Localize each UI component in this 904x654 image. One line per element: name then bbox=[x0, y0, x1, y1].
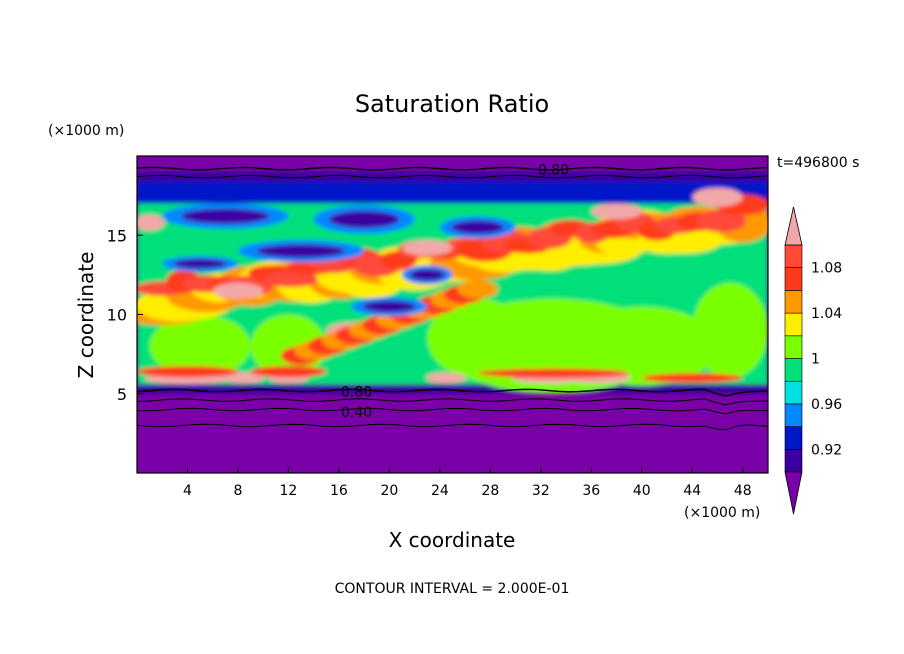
contour-label: 0.80 bbox=[538, 163, 569, 179]
patch-lightgreen bbox=[692, 282, 768, 378]
patch-dark-blue bbox=[362, 300, 416, 313]
x-tick-label: 36 bbox=[582, 483, 600, 499]
colorbar-extend-top bbox=[784, 206, 803, 246]
patch-dark-blue bbox=[181, 208, 270, 224]
x-tick-label: 32 bbox=[532, 483, 550, 499]
heatmap-field bbox=[137, 156, 768, 473]
colorbar-bin bbox=[784, 335, 803, 359]
contour-line bbox=[137, 174, 768, 179]
patch-lightgreen bbox=[149, 314, 251, 378]
colorbar-bin bbox=[784, 426, 803, 450]
contour-line bbox=[137, 407, 768, 415]
band-upper-blue bbox=[137, 178, 768, 204]
colorbar-bin bbox=[784, 403, 803, 427]
x-tick-label: 24 bbox=[431, 483, 449, 499]
contour-line bbox=[137, 166, 768, 171]
x-tick-label: 48 bbox=[734, 483, 752, 499]
y-tick-label: 15 bbox=[107, 226, 127, 245]
contour-interval-footer: CONTOUR INTERVAL = 2.000E-01 bbox=[335, 581, 570, 597]
contour-line bbox=[137, 388, 768, 397]
patch-dark-blue bbox=[173, 259, 227, 269]
x-axis-label: X coordinate bbox=[389, 528, 516, 552]
colorbar-tick-label: 1.08 bbox=[811, 261, 842, 277]
patch-red-base bbox=[137, 366, 238, 378]
colorbar-bin bbox=[784, 267, 803, 291]
colorbar-bin bbox=[784, 244, 803, 269]
x-tick-label: 20 bbox=[380, 483, 398, 499]
patch-lightgreen bbox=[566, 306, 718, 386]
y-axis-label: Z coordinate bbox=[74, 252, 98, 379]
time-label: t=496800 s bbox=[777, 155, 859, 171]
patch-pink bbox=[212, 282, 264, 299]
patch-pink bbox=[692, 187, 743, 207]
x-tick-label: 8 bbox=[233, 483, 242, 499]
colorbar-bin bbox=[784, 380, 803, 405]
patch-pink bbox=[137, 214, 165, 231]
colorbar-bin bbox=[784, 290, 803, 314]
colorbar: 0.92 0.96 1 1.04 1.08 bbox=[784, 206, 842, 515]
colorbar-tick-label: 1 bbox=[811, 352, 820, 368]
patch-dark-blue bbox=[256, 244, 346, 258]
x-tick-label: 16 bbox=[330, 483, 348, 499]
y-tick-label: 10 bbox=[107, 306, 127, 325]
colorbar-tick-label: 1.04 bbox=[811, 306, 842, 322]
contour-label: 0.80 bbox=[341, 385, 372, 401]
band-low-blue bbox=[137, 384, 768, 394]
patch-warm bbox=[457, 279, 498, 299]
patch-lightgreen bbox=[427, 298, 529, 378]
patch-dark-blue bbox=[409, 269, 445, 281]
colorbar-extend-bottom bbox=[784, 471, 803, 515]
patch-dark-blue bbox=[328, 210, 400, 228]
x-tick-label: 28 bbox=[481, 483, 499, 499]
low-cloud-band bbox=[224, 372, 265, 384]
chart-title: Saturation Ratio bbox=[355, 90, 549, 118]
patch-red-base bbox=[477, 368, 630, 378]
colorbar-bin bbox=[784, 312, 803, 337]
low-cloud-band bbox=[425, 372, 467, 384]
contour-line bbox=[137, 423, 768, 431]
patch-red bbox=[264, 271, 318, 288]
x-tick-label: 4 bbox=[183, 483, 192, 499]
patch-red-base bbox=[250, 366, 327, 378]
patch-red-base bbox=[641, 373, 743, 383]
y-unit-label: (×1000 m) bbox=[48, 123, 124, 139]
patch-red bbox=[696, 210, 747, 233]
contour-label: 0.40 bbox=[341, 405, 372, 421]
colorbar-tick-label: 0.92 bbox=[811, 442, 842, 458]
patch-dark-blue bbox=[451, 220, 505, 234]
colorbar-tick-label: 0.96 bbox=[811, 397, 842, 413]
y-tick-label: 5 bbox=[117, 385, 127, 404]
x-tick-label: 40 bbox=[633, 483, 651, 499]
x-unit-label: (×1000 m) bbox=[684, 505, 760, 521]
contour-line bbox=[137, 398, 768, 406]
colorbar-bin bbox=[784, 448, 803, 473]
colorbar-bin bbox=[784, 358, 803, 382]
patch-pink bbox=[591, 203, 642, 220]
patch-pink bbox=[402, 240, 453, 256]
x-tick-label: 44 bbox=[683, 483, 701, 499]
x-tick-label: 12 bbox=[280, 483, 298, 499]
